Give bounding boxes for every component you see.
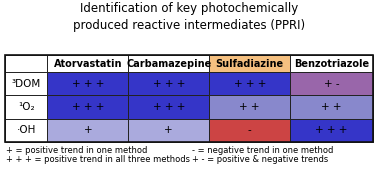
Bar xyxy=(290,95,373,118)
Bar xyxy=(5,95,47,118)
Bar xyxy=(209,95,290,118)
Text: Identification of key photochemically
produced reactive intermediates (PPRI): Identification of key photochemically pr… xyxy=(73,2,305,32)
Text: ¹O₂: ¹O₂ xyxy=(18,102,34,112)
Bar xyxy=(290,72,373,95)
Text: + + +: + + + xyxy=(153,79,185,89)
Bar xyxy=(5,55,47,72)
Text: -: - xyxy=(248,125,252,135)
Text: + + +: + + + xyxy=(234,79,266,89)
Text: + +: + + xyxy=(321,102,342,112)
Text: + = positive trend in one method: + = positive trend in one method xyxy=(6,146,147,155)
Text: + + +: + + + xyxy=(71,79,104,89)
Bar xyxy=(47,55,128,72)
Bar xyxy=(209,118,290,142)
Text: + + +: + + + xyxy=(71,102,104,112)
Text: ·OH: ·OH xyxy=(17,125,36,135)
Text: - = negative trend in one method: - = negative trend in one method xyxy=(192,146,333,155)
Text: + -: + - xyxy=(324,79,339,89)
Text: Sulfadiazine: Sulfadiazine xyxy=(216,59,284,69)
Text: Benzotriazole: Benzotriazole xyxy=(294,59,369,69)
Bar xyxy=(5,55,373,142)
Bar xyxy=(47,95,128,118)
Text: Carbamazepine: Carbamazepine xyxy=(126,59,211,69)
Text: ³DOM: ³DOM xyxy=(12,79,41,89)
Text: + - = positive & negative trends: + - = positive & negative trends xyxy=(192,155,328,164)
Bar xyxy=(128,95,209,118)
Bar xyxy=(290,118,373,142)
Bar xyxy=(47,118,128,142)
Bar xyxy=(5,118,47,142)
Text: Atorvastatin: Atorvastatin xyxy=(54,59,122,69)
Bar xyxy=(290,55,373,72)
Text: +: + xyxy=(84,125,92,135)
Bar xyxy=(209,72,290,95)
Text: + + + = positive trend in all three methods: + + + = positive trend in all three meth… xyxy=(6,155,190,164)
Text: + + +: + + + xyxy=(315,125,348,135)
Bar xyxy=(47,72,128,95)
Bar xyxy=(128,118,209,142)
Text: + +: + + xyxy=(240,102,260,112)
Bar xyxy=(128,55,209,72)
Text: +: + xyxy=(164,125,173,135)
Bar xyxy=(5,72,47,95)
Bar xyxy=(209,55,290,72)
Bar xyxy=(128,72,209,95)
Text: + + +: + + + xyxy=(153,102,185,112)
